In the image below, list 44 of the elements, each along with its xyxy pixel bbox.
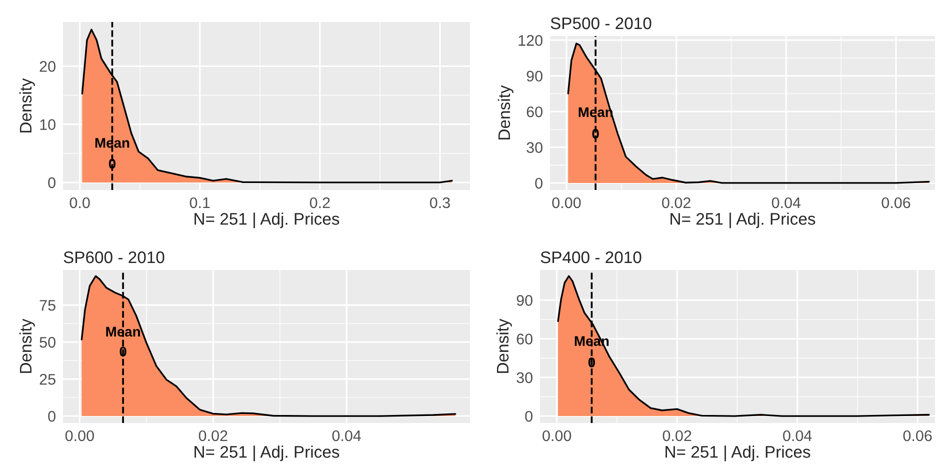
y-axis-title: Density [19,318,35,373]
y-tick-label: 10 [40,119,56,130]
x-tick-label: 0.00 [552,197,581,208]
x-tick-label: 0.1 [190,197,210,208]
y-axis-title: Density [496,318,512,373]
y-tick-label: 20 [40,61,56,72]
x-axis-title: N= 251 | Adj. Prices [194,446,340,462]
x-axis-title: N= 251 | Adj. Prices [670,212,816,228]
x-tick-label: 0.3 [430,197,450,208]
x-tick-label: 0.04 [332,430,361,442]
chart-title: SP500 - 2010 [550,17,652,30]
y-tick-label: 0 [48,177,56,188]
x-axis-title: N= 251 | Adj. Prices [194,212,340,228]
y-tick-label: 90 [516,295,532,306]
x-tick-label: 0.2 [310,197,330,208]
y-tick-label: 25 [40,374,56,385]
x-tick-label: 0.06 [882,197,910,208]
x-tick-label: 0.06 [903,430,932,442]
chart-title: SP400 - 2010 [540,251,642,264]
y-tick-label: 75 [40,300,56,311]
x-tick-label: 0.02 [662,430,692,442]
y-tick-label: 0 [525,410,532,422]
y-tick-label: 90 [526,70,542,82]
x-tick-label: 0.04 [783,430,812,442]
x-tick-label: 0.00 [542,430,572,442]
y-tick-label: 0 [535,178,542,189]
x-tick-label: 0.02 [662,197,690,208]
x-tick-label: 0.0 [70,197,90,208]
y-axis-title: Density [19,78,35,132]
x-axis-title: N= 251 | Adj. Prices [666,446,810,462]
x-tick-label: 0.02 [198,430,228,442]
y-tick-label: 60 [526,106,542,118]
chart-title: SP600 - 2010 [64,251,164,264]
y-tick-label: 120 [518,35,542,46]
y-tick-label: 0 [48,410,56,422]
y-tick-label: 50 [40,336,56,348]
y-tick-label: 30 [516,372,532,384]
x-tick-label: 0.04 [772,197,801,208]
x-tick-label: 0.00 [65,430,94,442]
y-tick-label: 60 [516,334,532,344]
annotation: Mean [106,326,140,337]
annotation: Mean [95,138,130,148]
y-axis-title: Density [498,85,514,140]
y-tick-label: 30 [526,142,542,153]
